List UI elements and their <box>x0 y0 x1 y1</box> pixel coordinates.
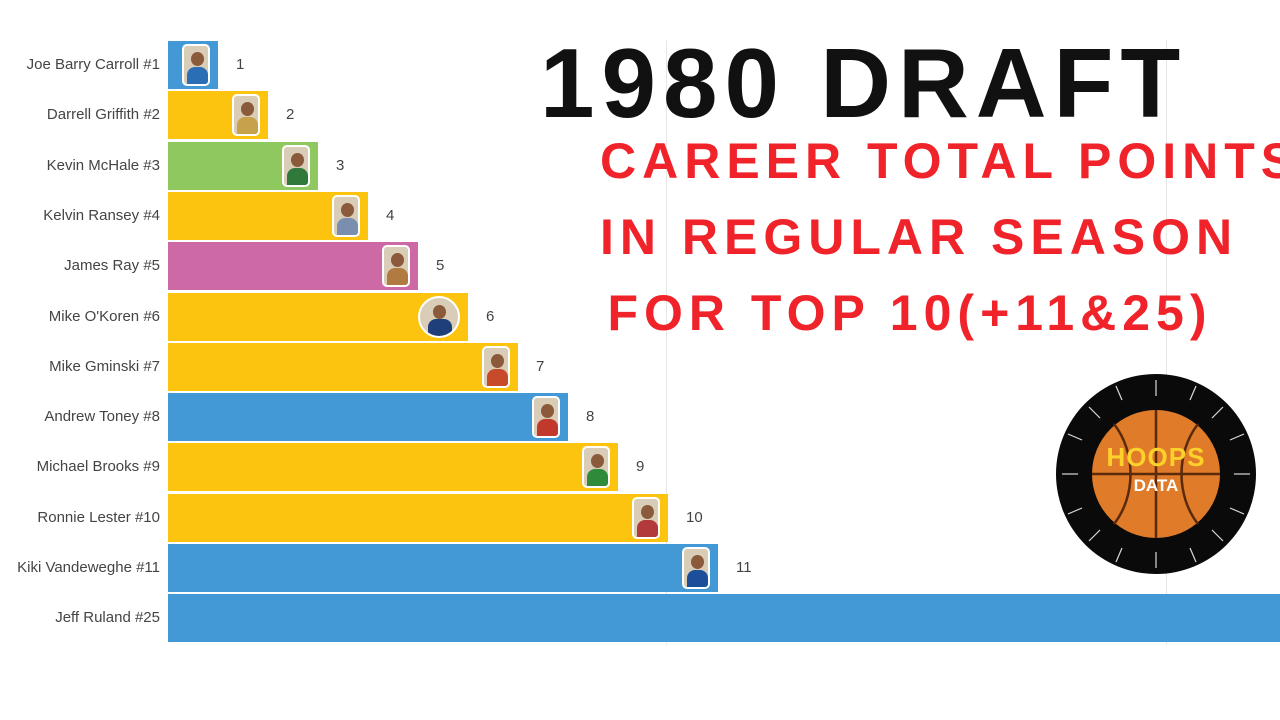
category-label: Mike O'Koren #6 <box>48 307 160 325</box>
value-label: 7 <box>536 357 545 375</box>
player-photo-icon <box>682 547 710 589</box>
category-label: Darrell Griffith #2 <box>46 106 160 124</box>
player-photo-icon <box>382 245 410 288</box>
player-photo-icon <box>282 144 310 187</box>
chart-subtitle-line-2: IN REGULAR SEASON <box>600 209 1239 265</box>
category-label: Michael Brooks #9 <box>36 458 160 476</box>
category-label: James Ray #5 <box>64 257 160 275</box>
logo-word-data: DATA <box>1133 476 1179 495</box>
bar <box>168 242 418 291</box>
value-label: 8 <box>586 408 595 426</box>
player-photo-icon <box>532 396 560 439</box>
value-label: 10 <box>686 508 703 526</box>
bar <box>168 493 668 542</box>
value-label: 5 <box>436 257 445 275</box>
player-photo-icon <box>482 345 510 388</box>
category-label: Andrew Toney #8 <box>44 408 160 426</box>
value-label: 2 <box>286 106 295 124</box>
bar <box>168 342 518 391</box>
player-photo-icon <box>332 194 360 237</box>
value-label: 4 <box>386 206 395 224</box>
bar <box>168 393 568 442</box>
category-label: Mike Gminski #7 <box>49 357 160 375</box>
player-photo-icon <box>418 295 460 338</box>
player-photo-icon <box>632 496 660 539</box>
logo-word-hoops: HOOPS <box>1106 442 1206 472</box>
chart-subtitle-line-1: CAREER TOTAL POINTS <box>600 133 1280 189</box>
value-label: 6 <box>486 307 495 325</box>
category-label: Jeff Ruland #25 <box>55 609 160 627</box>
category-label: Kevin McHale #3 <box>46 156 160 174</box>
category-label: Kelvin Ransey #4 <box>43 206 160 224</box>
basketball-logo-icon <box>1056 374 1256 574</box>
bar <box>168 594 1280 643</box>
bar <box>168 443 618 492</box>
value-label: 1 <box>236 56 245 73</box>
player-photo-icon <box>182 44 210 86</box>
category-label: Ronnie Lester #10 <box>37 508 160 526</box>
category-label: Joe Barry Carroll #1 <box>26 56 160 73</box>
value-label: 9 <box>636 458 645 476</box>
chart-subtitle-line-3: FOR TOP 10(+11&25) <box>607 285 1213 341</box>
hoops-data-logo: HOOPS DATA <box>1056 372 1256 577</box>
category-label: Kiki Vandeweghe #11 <box>17 559 160 576</box>
bar <box>168 544 718 592</box>
chart-title: 1980 DRAFT <box>540 28 1188 138</box>
value-label: 11 <box>736 559 752 576</box>
value-label: 3 <box>336 156 345 174</box>
player-photo-icon <box>232 94 260 137</box>
gridline <box>1166 40 1167 645</box>
gridline <box>666 40 667 645</box>
player-photo-icon <box>582 446 610 489</box>
